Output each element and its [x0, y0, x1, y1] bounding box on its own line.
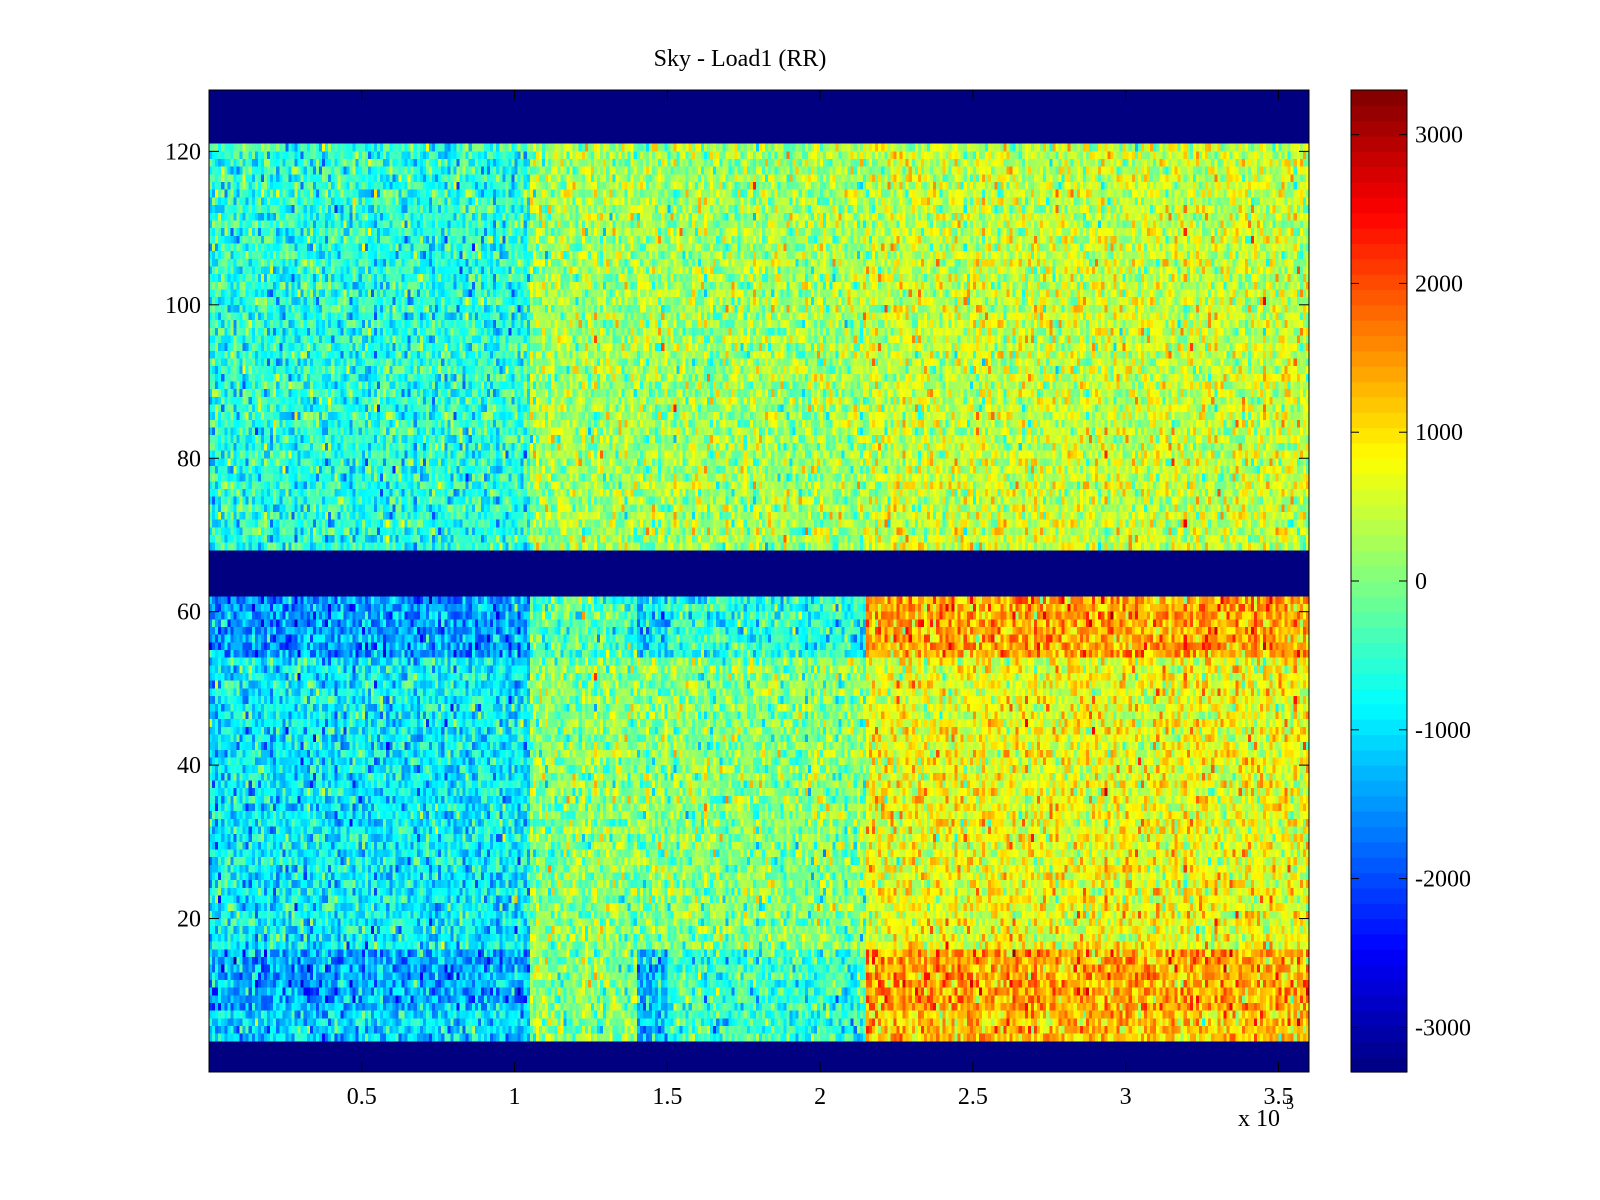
colorbar-swatch	[1351, 212, 1407, 229]
colorbar-swatch	[1351, 749, 1407, 766]
colorbar-swatch	[1351, 519, 1407, 536]
colorbar-swatch	[1351, 550, 1407, 567]
colorbar-swatch	[1351, 473, 1407, 490]
colorbar-swatch	[1351, 565, 1407, 582]
colorbar-swatch	[1351, 396, 1407, 413]
colorbar-swatch	[1351, 627, 1407, 643]
colorbar-ticks: -3000 -2000 -1000 0 1000 2000 3000	[1351, 123, 1471, 1041]
colorbar-swatch	[1351, 458, 1407, 475]
colorbar-swatch	[1351, 979, 1407, 996]
colorbar-swatch	[1351, 289, 1407, 306]
colorbar-swatch	[1351, 719, 1407, 736]
colorbar-swatch	[1351, 412, 1407, 429]
heatmap-image	[209, 90, 1309, 1072]
colorbar-swatch	[1351, 166, 1407, 183]
colorbar-tick-label: -2000	[1415, 867, 1471, 893]
colorbar-swatch	[1351, 320, 1407, 337]
colorbar-swatch	[1351, 872, 1407, 889]
colorbar-swatch	[1351, 151, 1407, 168]
colorbar-swatch	[1351, 611, 1407, 628]
colorbar-swatch	[1351, 995, 1407, 1012]
heatmap-plot-area	[209, 90, 1309, 1072]
colorbar-swatch	[1351, 350, 1407, 367]
y-tick-label: 40	[177, 753, 201, 779]
x-axis-multiplier: x 10	[1238, 1106, 1280, 1132]
colorbar-swatch	[1351, 136, 1407, 152]
colorbar-swatch	[1351, 826, 1407, 843]
x-tick-label: 2	[814, 1084, 826, 1110]
y-tick-label: 20	[177, 907, 201, 933]
y-tick-label: 100	[165, 293, 201, 319]
colorbar-swatch	[1351, 274, 1407, 291]
chart-title: Sky - Load1 (RR)	[654, 46, 827, 72]
colorbar-swatch	[1351, 918, 1407, 935]
colorbar-swatch	[1351, 120, 1407, 137]
plot-frame	[208, 89, 1310, 1073]
colorbar-swatch	[1351, 1041, 1407, 1058]
colorbar-swatch	[1351, 581, 1407, 597]
colorbar-swatch	[1351, 105, 1407, 122]
colorbar-swatch	[1351, 366, 1407, 383]
colorbar-swatch	[1351, 304, 1407, 321]
colorbar-swatch	[1351, 841, 1407, 858]
colorbar-swatch	[1351, 964, 1407, 981]
colorbar-swatch	[1351, 949, 1407, 966]
colorbar-swatch	[1351, 228, 1407, 245]
y-tick-label: 60	[177, 600, 201, 626]
colorbar-tick-label: 0	[1415, 569, 1427, 595]
colorbar-swatch	[1351, 427, 1407, 444]
colorbar-swatch	[1351, 182, 1407, 199]
x-axis-ticks: 0.5 1 1.5 2 2.5 3 3.5	[347, 90, 1293, 1110]
x-tick-label: 2.5	[958, 1084, 988, 1110]
colorbar-swatch	[1351, 887, 1407, 904]
colorbar-swatch	[1351, 258, 1407, 275]
colorbar-swatch	[1351, 811, 1407, 828]
colorbar-swatch	[1351, 1056, 1407, 1073]
colorbar-swatch	[1351, 688, 1407, 705]
colorbar-swatch	[1351, 703, 1407, 720]
colorbar-swatch	[1351, 642, 1407, 659]
colorbar-swatch	[1351, 933, 1407, 950]
colorbar-tick-label: 2000	[1415, 271, 1463, 297]
colorbar-swatch	[1351, 780, 1407, 797]
colorbar-swatch	[1351, 90, 1407, 106]
colorbar-swatch	[1351, 243, 1407, 260]
colorbar-swatch	[1351, 534, 1407, 551]
colorbar-swatch	[1351, 504, 1407, 521]
heatmap-axes	[208, 89, 1310, 1073]
x-tick-label: 3.5	[1263, 1084, 1293, 1110]
y-axis-ticks: 20 40 60 80 100 120	[165, 139, 1309, 933]
colorbar-swatch	[1351, 765, 1407, 782]
colorbar-swatch	[1351, 903, 1407, 920]
colorbar-swatch	[1351, 442, 1407, 459]
colorbar-swatch	[1351, 596, 1407, 613]
y-tick-label: 80	[177, 446, 201, 472]
colorbar-swatch	[1351, 795, 1407, 812]
colorbar-tick-label: 1000	[1415, 420, 1463, 446]
colorbar-swatch	[1351, 1025, 1407, 1042]
colorbar-swatch	[1351, 1010, 1407, 1027]
x-axis-multiplier-exponent: 5	[1286, 1096, 1294, 1113]
colorbar-swatch	[1351, 197, 1407, 214]
y-tick-label: 120	[165, 139, 201, 165]
colorbar-swatch	[1351, 488, 1407, 505]
colorbar-swatch	[1351, 657, 1407, 674]
colorbar-swatch	[1351, 673, 1407, 690]
x-tick-label: 1	[509, 1084, 521, 1110]
colorbar-swatch	[1351, 734, 1407, 751]
x-tick-label: 3	[1120, 1084, 1132, 1110]
colorbar	[1350, 89, 1408, 1073]
colorbar-tick-label: -3000	[1415, 1015, 1471, 1041]
colorbar-tick-label: 3000	[1415, 123, 1463, 149]
x-tick-label: 1.5	[652, 1084, 682, 1110]
colorbar-swatch	[1351, 381, 1407, 398]
colorbar-swatch	[1351, 857, 1407, 874]
colorbar-tick-label: -1000	[1415, 718, 1471, 744]
x-tick-label: 0.5	[347, 1084, 377, 1110]
colorbar-swatch	[1351, 335, 1407, 352]
